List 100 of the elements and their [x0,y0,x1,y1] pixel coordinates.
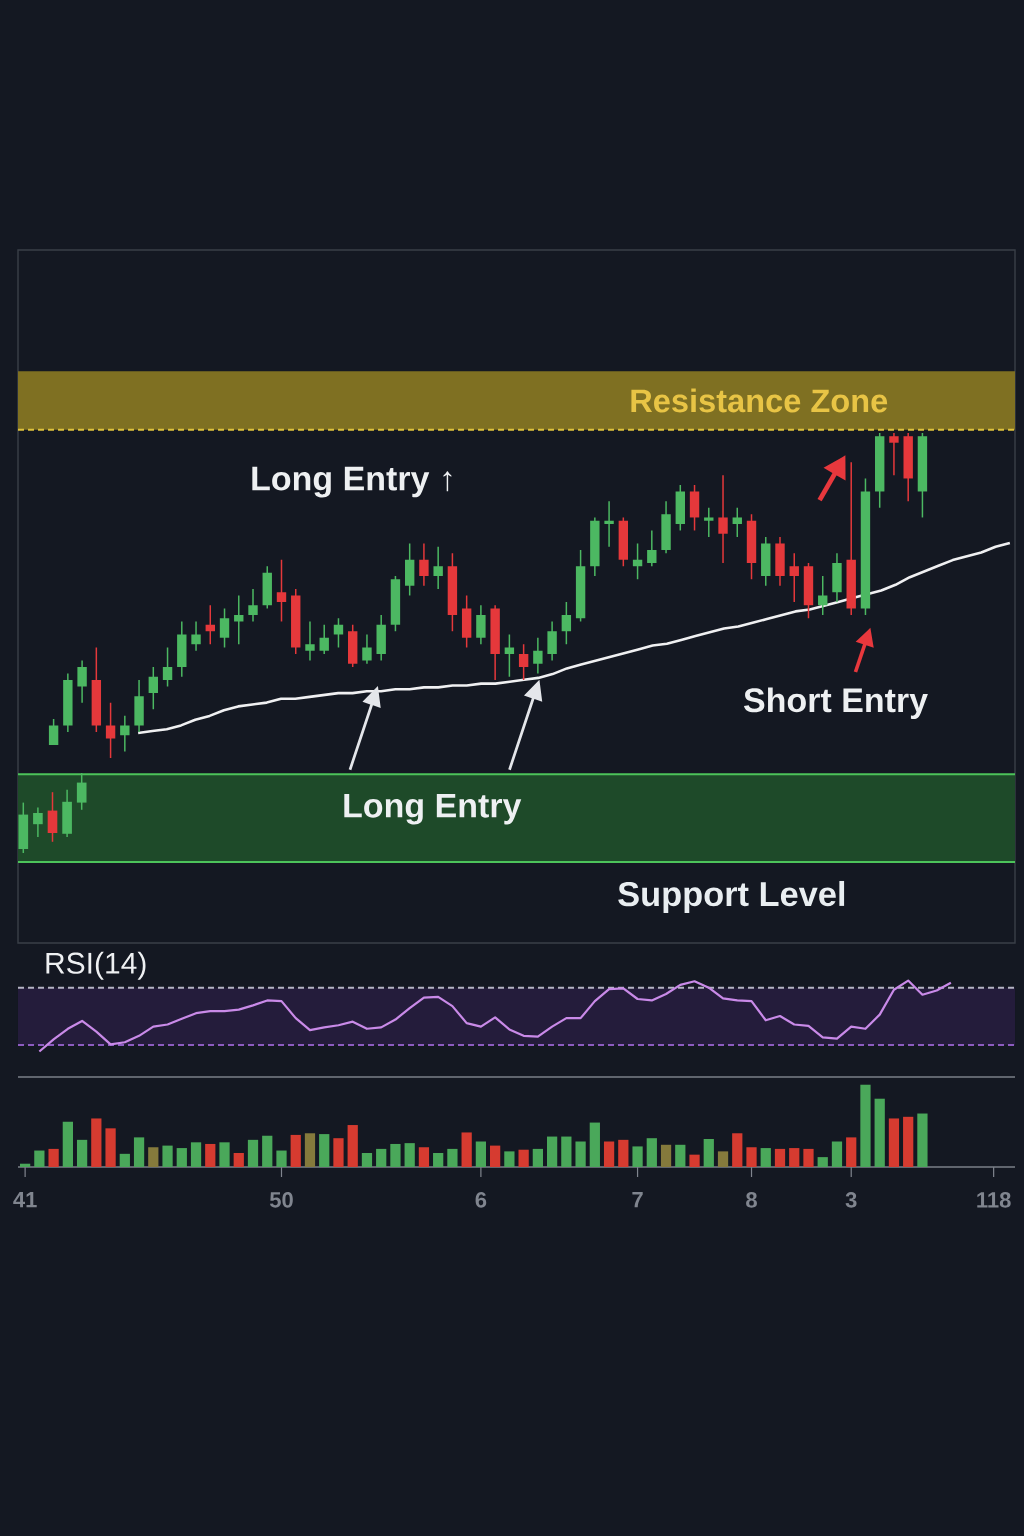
x-tick-label: 3 [845,1192,857,1208]
candlestick [889,432,899,476]
candlestick [433,545,443,590]
bar [418,1147,430,1167]
candlestick [305,620,315,662]
bar [831,1141,843,1167]
candlestick [362,633,372,665]
bar [561,1136,572,1167]
bar [304,1133,316,1167]
x-tick-label: 7 [632,1192,643,1208]
candlestick [33,806,43,838]
bar [575,1141,586,1167]
candlestick [120,715,130,753]
bar [903,1116,914,1167]
bar [618,1139,629,1167]
bar [475,1141,487,1167]
bar [703,1139,714,1167]
bar [717,1151,729,1167]
bar [846,1137,857,1167]
bar [589,1122,600,1167]
bar [888,1118,900,1167]
candlestick [718,474,728,564]
annotation: Long Entry ↑ [252,466,452,498]
candlestick [604,500,614,548]
bar [532,1148,543,1167]
x-tick-label: 50 [269,1192,293,1208]
bar [376,1148,387,1167]
bar [675,1144,686,1167]
bar [603,1141,615,1167]
bar [148,1147,159,1167]
bar [62,1121,73,1167]
bar [518,1149,529,1167]
candlestick [162,646,173,688]
candlestick [105,701,116,759]
bar [760,1148,771,1167]
candlestick [48,718,59,746]
candlestick [547,620,557,662]
candlestick [704,506,714,538]
candlestick [647,529,657,567]
candlestick [561,601,572,645]
bar [660,1144,672,1167]
candlestick [518,643,529,681]
bar [447,1148,458,1167]
candlestick [476,604,486,645]
candlestick [148,666,159,710]
bar [732,1133,743,1167]
candlestick [77,659,87,704]
bar [789,1148,800,1167]
bar [646,1138,657,1167]
bar [219,1142,230,1167]
bar [190,1142,202,1167]
candlestick [419,542,429,587]
x-tick-label: 118 [977,1192,1011,1208]
bar [119,1153,130,1167]
candlestick [191,620,201,652]
band-label: Support Level [618,880,845,914]
bar [390,1143,401,1167]
bar [860,1084,871,1167]
bar [361,1153,373,1167]
bar [205,1143,216,1167]
band-label: Resistance Zone [631,388,888,413]
candlestick [248,588,258,623]
bar [917,1113,928,1167]
bar [34,1150,45,1167]
candlestick [732,506,742,538]
bar [490,1145,501,1167]
bar [162,1145,173,1167]
candlestick [504,633,515,678]
bar [546,1136,558,1167]
candlestick [533,636,543,675]
bar [689,1154,700,1167]
candlestick [818,575,828,616]
x-tick-label: 6 [475,1192,487,1208]
bar [803,1148,814,1167]
chart-title: RSI(14) [46,951,146,980]
bar [333,1138,344,1167]
bar [461,1132,472,1167]
bar [874,1098,885,1167]
x-tick-label: 41 [13,1192,37,1208]
bar [262,1135,273,1167]
bar [233,1153,244,1167]
bar [347,1125,358,1167]
bar [290,1134,301,1167]
candlestick [276,558,287,623]
bar [774,1148,786,1167]
candlestick [47,791,58,843]
x-tick-label: 8 [746,1192,757,1208]
bar [319,1134,330,1167]
bar [276,1150,287,1167]
text: Long Entry [344,793,522,825]
bar [105,1128,116,1167]
bar [247,1139,259,1167]
bar [91,1118,102,1167]
candlestick [789,552,799,603]
bar [48,1148,59,1167]
annotation: Short Entry [743,687,928,720]
bar [404,1143,415,1167]
bar [504,1151,515,1167]
bar [817,1157,828,1167]
bar [632,1146,643,1167]
